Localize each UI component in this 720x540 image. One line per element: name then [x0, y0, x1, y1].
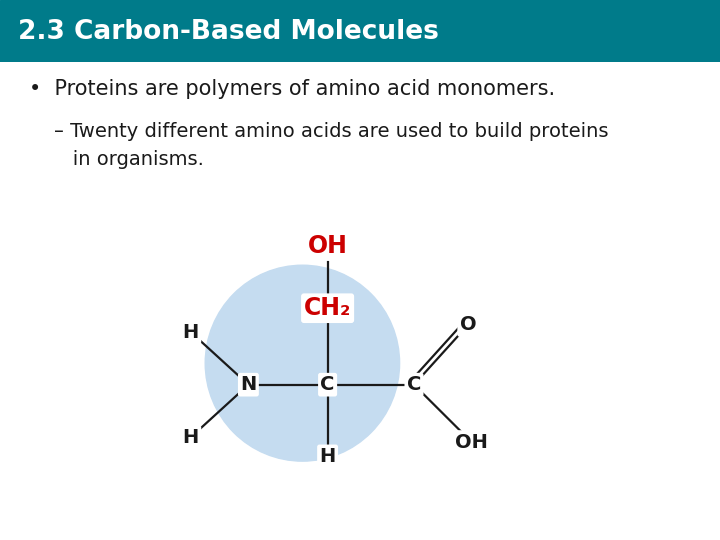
Ellipse shape — [205, 265, 400, 461]
Text: N: N — [240, 375, 256, 394]
Text: – Twenty different amino acids are used to build proteins
   in organisms.: – Twenty different amino acids are used … — [54, 122, 608, 169]
Text: H: H — [320, 447, 336, 466]
Text: C: C — [320, 375, 335, 394]
Text: C: C — [407, 375, 421, 394]
Text: OH: OH — [455, 433, 488, 451]
Text: H: H — [183, 322, 199, 342]
Text: CH₂: CH₂ — [304, 296, 351, 320]
Text: N: N — [240, 375, 256, 394]
Text: OH: OH — [307, 234, 348, 258]
Text: •  Proteins are polymers of amino acid monomers.: • Proteins are polymers of amino acid mo… — [29, 79, 555, 99]
Text: 2.3 Carbon-Based Molecules: 2.3 Carbon-Based Molecules — [18, 19, 439, 45]
Text: H: H — [183, 428, 199, 447]
Text: CH₂: CH₂ — [304, 296, 351, 320]
Text: O: O — [459, 315, 477, 334]
Text: H: H — [183, 322, 199, 342]
Text: C: C — [407, 375, 421, 394]
Text: OH: OH — [455, 433, 488, 451]
Text: H: H — [320, 447, 336, 466]
Text: O: O — [459, 315, 477, 334]
Text: C: C — [320, 375, 335, 394]
Text: OH: OH — [307, 234, 348, 258]
Text: H: H — [183, 428, 199, 447]
